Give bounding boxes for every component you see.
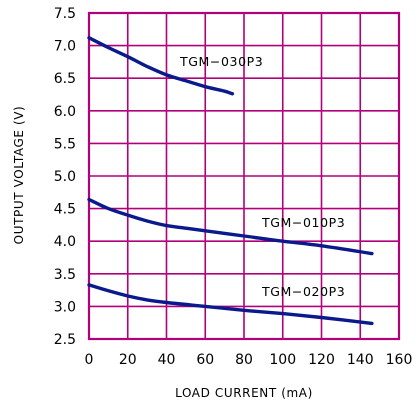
plot-frame bbox=[87, 11, 401, 341]
series-line bbox=[87, 197, 374, 256]
y-tick-label: 6.0 bbox=[54, 104, 76, 120]
y-tick-label: 4.5 bbox=[54, 202, 76, 218]
y-tick-label: 6.5 bbox=[54, 71, 76, 87]
y-tick-label: 5.0 bbox=[54, 169, 76, 185]
x-tick-labels: 0 20 40 60 80 100 120 140 160 bbox=[85, 352, 413, 368]
y-tick-label: 7.5 bbox=[54, 6, 76, 22]
y-tick-label: 2.5 bbox=[54, 332, 76, 348]
y-axis-title: OUTPUT VOLTAGE (V) bbox=[12, 106, 26, 245]
x-tick-label: 0 bbox=[85, 352, 94, 368]
y-tick-label: 3.5 bbox=[54, 267, 76, 283]
x-tick-label: 60 bbox=[196, 352, 214, 368]
x-tick-label: 100 bbox=[269, 352, 296, 368]
y-tick-label: 3.0 bbox=[54, 299, 76, 315]
series-lines bbox=[87, 36, 374, 326]
y-tick-labels: 2.5 3.0 3.5 4.0 4.5 5.0 5.5 6.0 6.5 7.0 7.5 bbox=[54, 6, 76, 348]
plot-border bbox=[87, 11, 401, 341]
series-line bbox=[87, 36, 235, 96]
x-tick-label: 20 bbox=[119, 352, 137, 368]
series-label: TGM−020P3 bbox=[261, 284, 345, 299]
series-label: TGM−010P3 bbox=[261, 215, 345, 230]
y-tick-label: 4.0 bbox=[54, 234, 76, 250]
x-tick-label: 80 bbox=[235, 352, 253, 368]
x-axis-title: LOAD CURRENT (mA) bbox=[175, 386, 313, 400]
x-tick-label: 140 bbox=[347, 352, 374, 368]
series-label: TGM−030P3 bbox=[179, 54, 263, 69]
x-tick-label: 40 bbox=[158, 352, 176, 368]
grid bbox=[89, 13, 399, 339]
x-tick-label: 120 bbox=[308, 352, 335, 368]
y-tick-label: 5.5 bbox=[54, 136, 76, 152]
y-tick-label: 7.0 bbox=[54, 39, 76, 55]
series-line bbox=[87, 283, 374, 326]
series-labels: TGM−030P3 TGM−010P3 TGM−020P3 bbox=[179, 54, 345, 299]
x-tick-label: 160 bbox=[386, 352, 413, 368]
